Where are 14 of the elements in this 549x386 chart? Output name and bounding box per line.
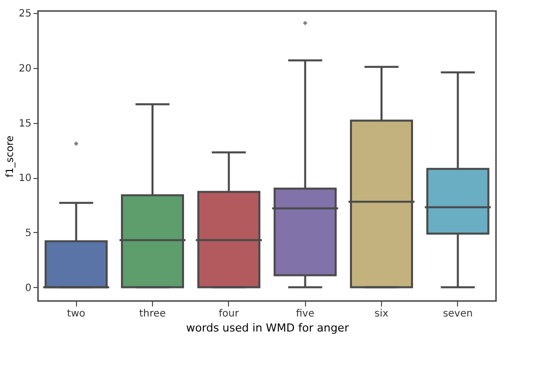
x-tick-label: four <box>218 308 240 320</box>
y-tick-label: 0 <box>25 282 32 294</box>
y-axis-title: f1_score <box>4 136 16 178</box>
x-tick-label: three <box>139 308 166 320</box>
x-axis-title: words used in WMD for anger <box>186 322 350 334</box>
x-tick-label: six <box>374 308 389 320</box>
x-tick-label: five <box>296 308 314 320</box>
y-tick-label: 25 <box>18 8 32 20</box>
x-tick-label: two <box>67 308 86 320</box>
y-tick-label: 10 <box>18 173 32 184</box>
y-tick-label: 20 <box>18 64 32 75</box>
y-tick-label: 15 <box>18 118 32 130</box>
x-tick-label: seven <box>442 308 473 320</box>
y-tick-label: 5 <box>25 228 32 239</box>
